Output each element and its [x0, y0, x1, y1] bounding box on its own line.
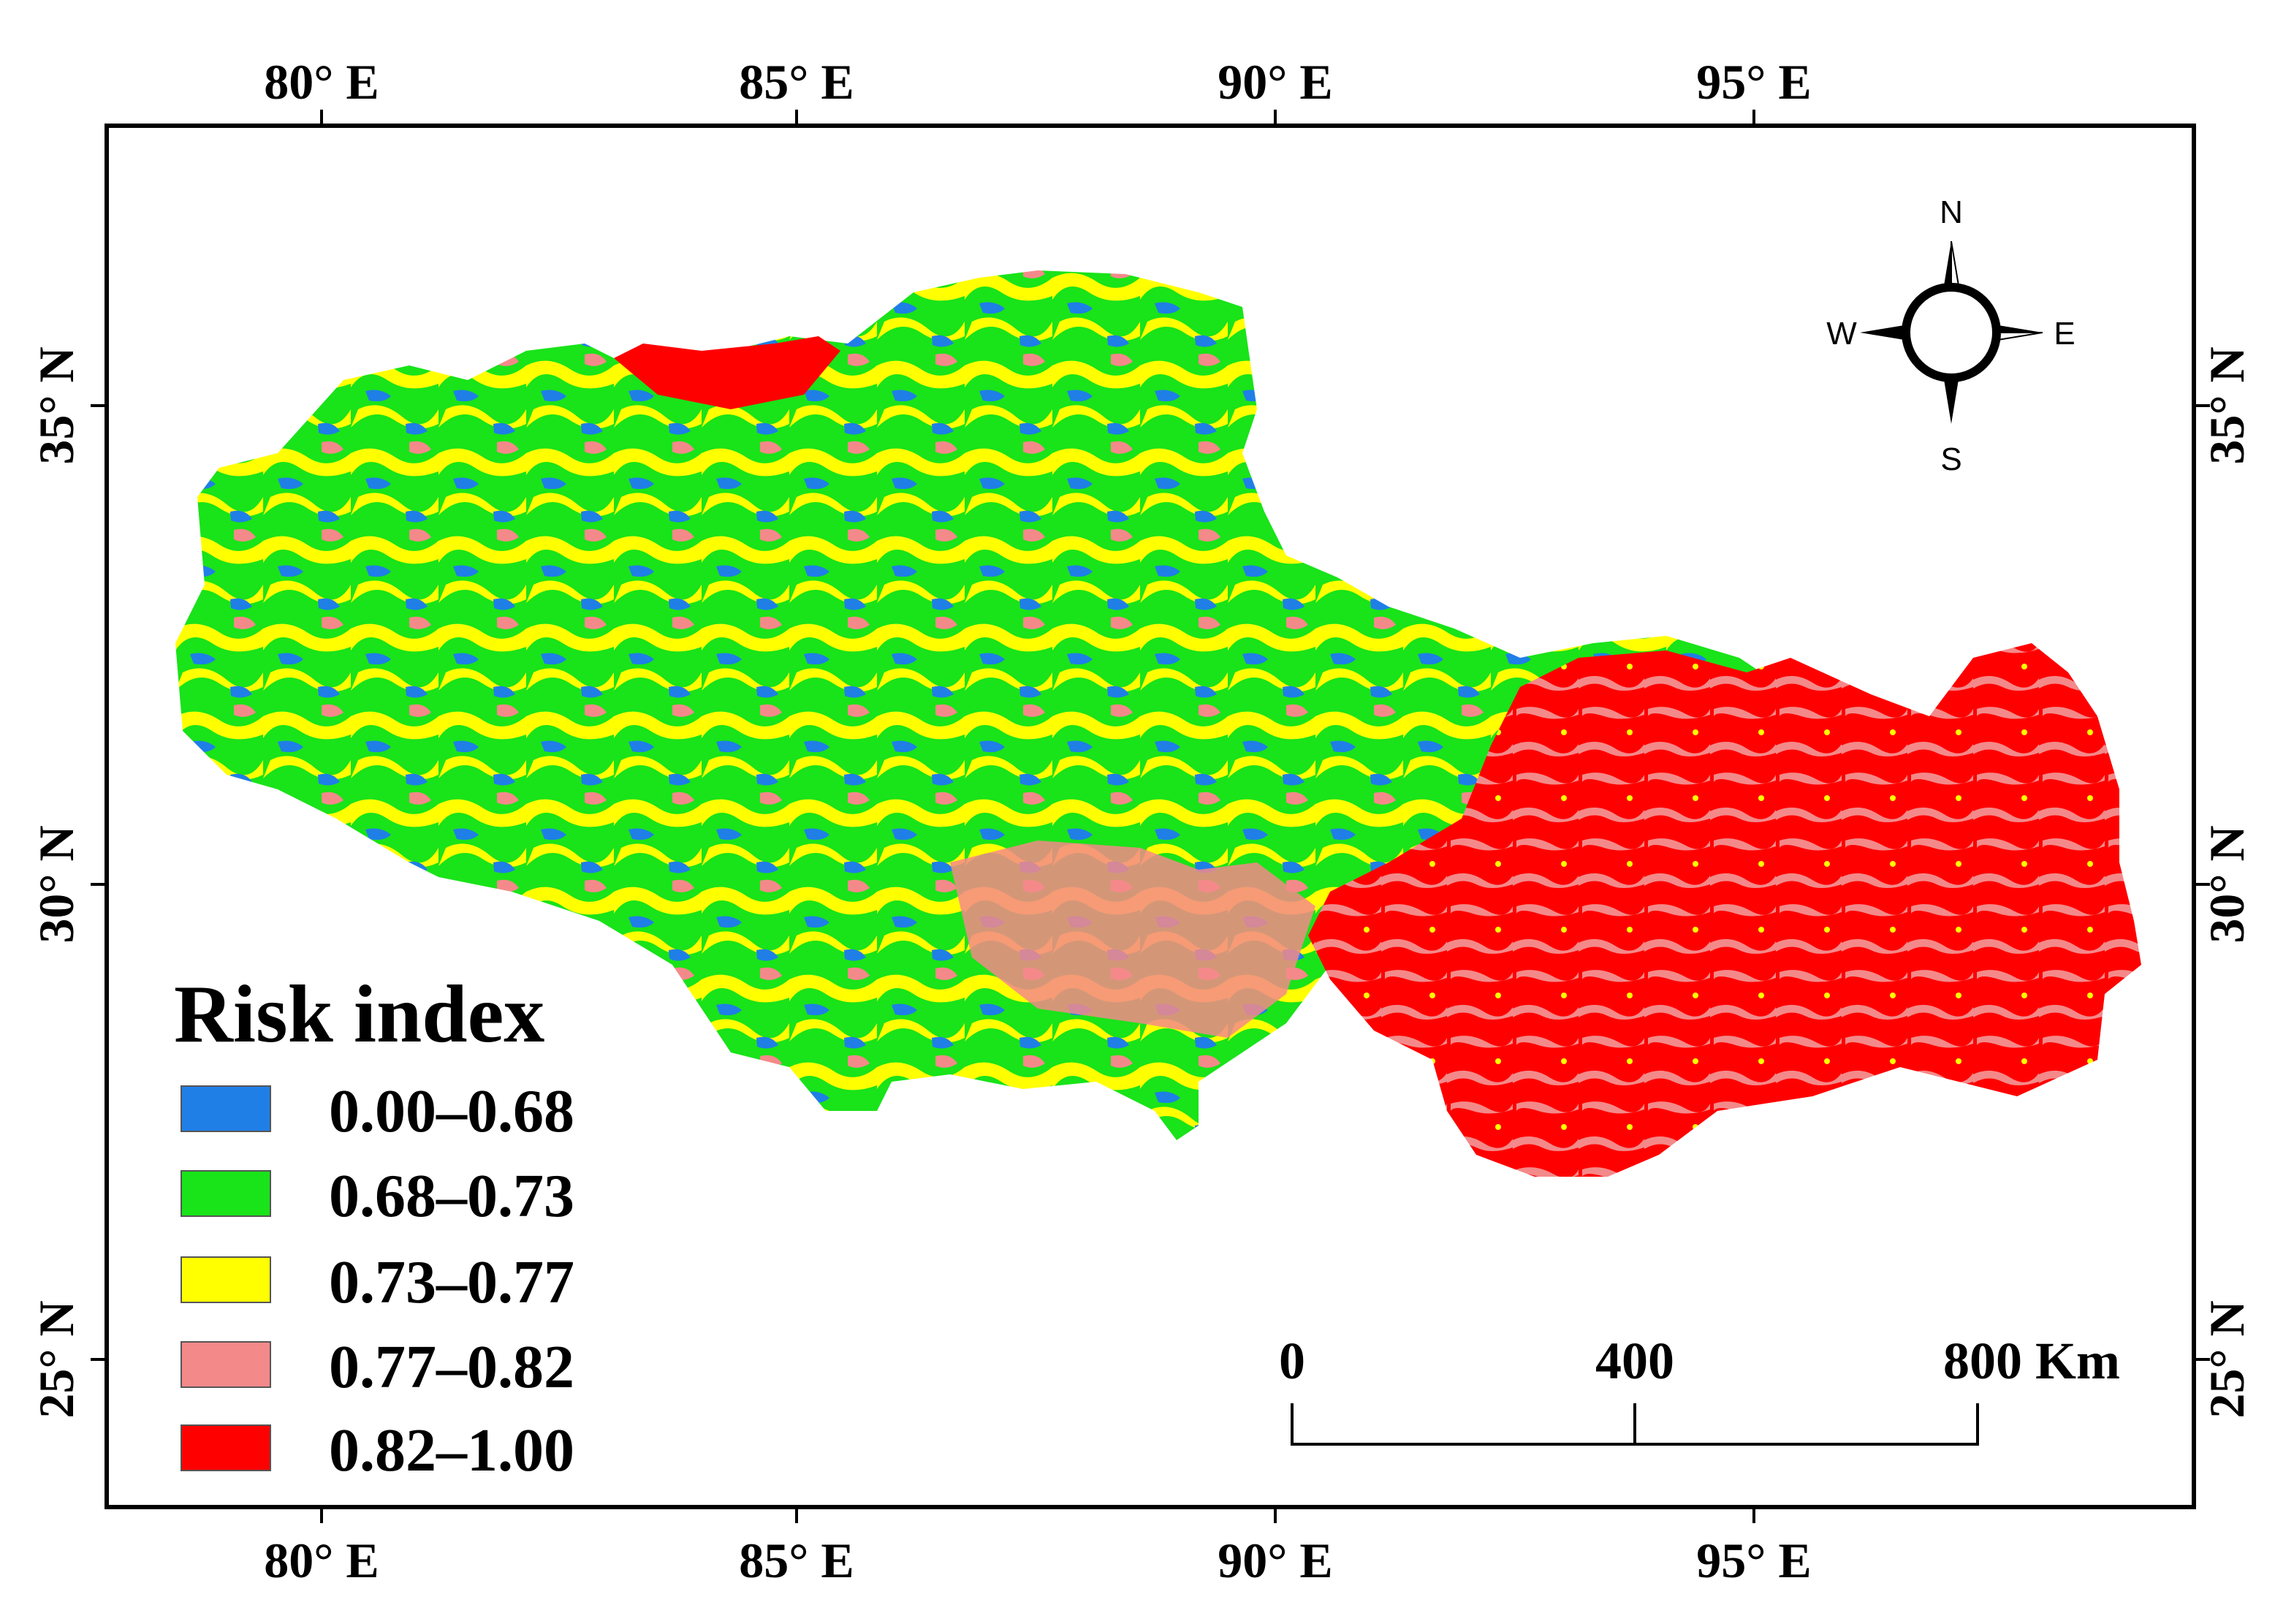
- legend-swatch: [181, 1341, 271, 1388]
- legend-swatch: [181, 1170, 271, 1217]
- scale-bar: 0 400 800 Km: [1279, 1332, 2120, 1446]
- north-arrow: N S E W: [1826, 194, 2075, 477]
- lon-label-top: 80° E: [264, 54, 379, 110]
- compass-west-label: W: [1826, 316, 1857, 352]
- scale-label-end: 800 Km: [1943, 1332, 2120, 1390]
- region-east-red: [1308, 643, 2141, 1177]
- lon-label-bottom: 85° E: [739, 1533, 854, 1588]
- graticule-ticks: [91, 110, 2210, 1523]
- lon-label-top: 85° E: [739, 54, 854, 110]
- legend-item-label: 0.00–0.68: [329, 1077, 574, 1145]
- legend: Risk index 0.00–0.68 0.68–0.73 0.73–0.77…: [174, 969, 574, 1484]
- lat-label-left: 25° N: [29, 1300, 84, 1418]
- legend-item-label: 0.73–0.77: [329, 1248, 574, 1316]
- lon-label-bottom: 90° E: [1218, 1533, 1333, 1588]
- lon-label-bottom: 80° E: [264, 1533, 379, 1588]
- lon-label-top: 90° E: [1218, 54, 1333, 110]
- region-north-red: [614, 336, 840, 409]
- lon-label-bottom: 95° E: [1696, 1533, 1812, 1588]
- compass-east-label: E: [2054, 316, 2075, 352]
- compass-north-label: N: [1940, 194, 1963, 230]
- compass-south-label: S: [1940, 441, 1961, 477]
- legend-item-label: 0.82–1.00: [329, 1416, 574, 1484]
- map-area: [175, 270, 2141, 1177]
- region-south-pink: [950, 841, 1315, 1038]
- legend-swatch: [181, 1256, 271, 1303]
- legend-title: Risk index: [174, 969, 544, 1060]
- legend-item-label: 0.68–0.73: [329, 1162, 574, 1230]
- legend-item-label: 0.77–0.82: [329, 1333, 574, 1401]
- scale-label-mid: 400: [1595, 1332, 1674, 1390]
- map-frame: [105, 124, 2196, 1509]
- legend-swatch: [181, 1085, 271, 1132]
- lon-label-top: 95° E: [1696, 54, 1812, 110]
- legend-swatch: [181, 1424, 271, 1471]
- lat-label-right: 25° N: [2199, 1300, 2255, 1418]
- scale-label-zero: 0: [1279, 1332, 1305, 1390]
- region-west-central: [175, 270, 1783, 1140]
- lat-label-right: 30° N: [2199, 825, 2255, 943]
- lat-label-right: 35° N: [2199, 346, 2255, 464]
- lat-label-left: 30° N: [29, 825, 84, 943]
- lat-label-left: 35° N: [29, 346, 84, 464]
